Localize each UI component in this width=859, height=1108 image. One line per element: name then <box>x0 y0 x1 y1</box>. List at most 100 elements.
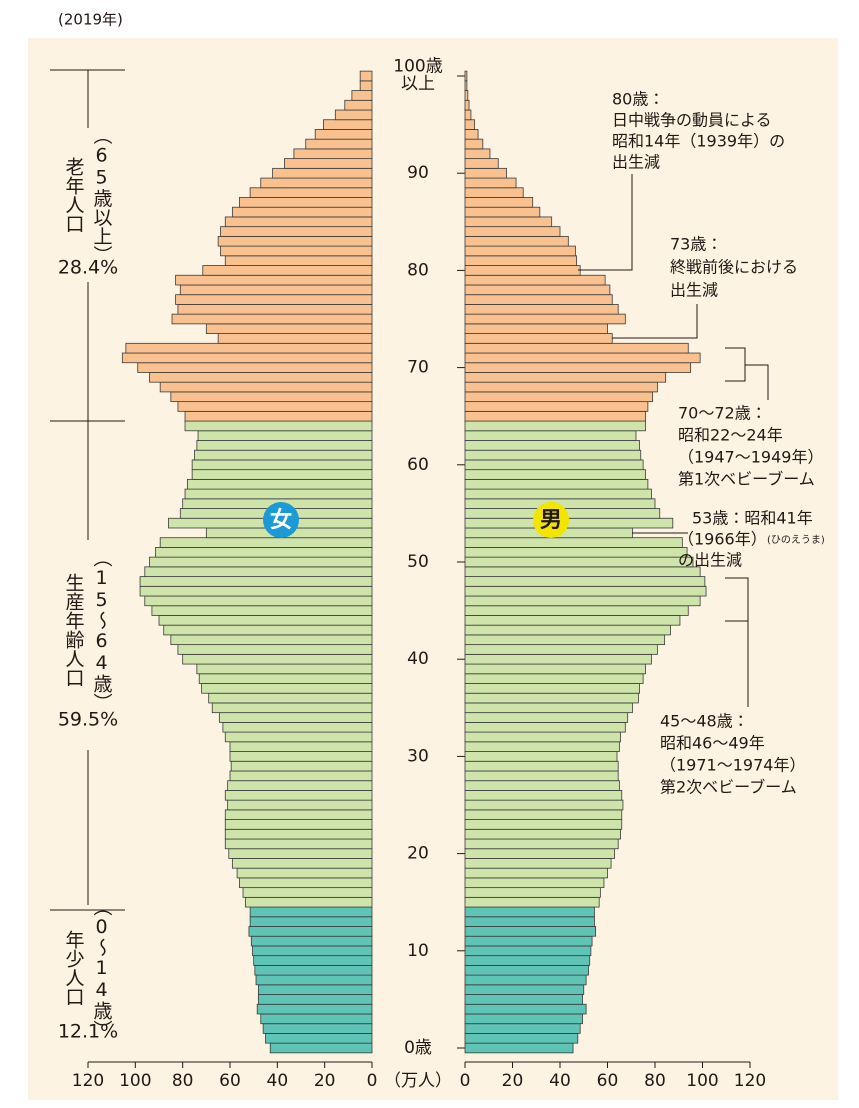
bar <box>464 265 581 276</box>
annotation-text: 出生減 <box>612 153 660 172</box>
bar <box>229 751 373 762</box>
bar <box>184 488 373 500</box>
bar <box>198 673 373 684</box>
bar <box>464 177 517 189</box>
bar <box>163 624 373 636</box>
bar <box>125 342 373 354</box>
bar <box>464 313 626 325</box>
bar <box>224 828 373 840</box>
group-name: 年少人口 <box>63 930 85 1006</box>
bar <box>464 663 646 675</box>
bar <box>177 304 373 315</box>
bar <box>265 1033 373 1044</box>
bar <box>351 90 373 101</box>
bar <box>464 304 619 315</box>
bar <box>159 537 373 548</box>
bar <box>242 887 373 898</box>
bar <box>217 235 373 247</box>
bar <box>464 955 591 966</box>
y-tick-label: 70 <box>407 358 429 378</box>
bar <box>236 867 373 879</box>
group-name: 生産年齢人口 <box>63 573 85 687</box>
annotation-text: 53歳：昭和41年 <box>692 509 813 528</box>
bar <box>220 226 373 237</box>
legend-label: 女 <box>270 507 292 533</box>
bar <box>191 469 373 480</box>
bar <box>175 274 373 286</box>
bar <box>224 731 373 743</box>
bar <box>201 683 373 694</box>
bar <box>464 547 688 558</box>
bar <box>464 556 694 568</box>
bar <box>464 585 707 597</box>
bar <box>464 410 646 422</box>
bar <box>224 838 373 850</box>
bar <box>248 926 373 937</box>
bar <box>464 206 541 218</box>
bar <box>464 226 561 237</box>
bar <box>464 469 646 480</box>
y-tick-label: 0歳 <box>404 1038 432 1058</box>
bar <box>464 615 681 626</box>
bar <box>191 459 373 471</box>
annotation-text: （1947〜1949年） <box>678 448 823 467</box>
bar <box>464 712 629 723</box>
annotation-text: （1971〜1974年） <box>660 756 805 775</box>
bar <box>464 848 616 859</box>
bar <box>323 119 373 130</box>
bar <box>464 362 692 373</box>
legend-badge <box>263 502 299 538</box>
annotation-text: 70〜72歳： <box>678 404 767 423</box>
bar <box>171 313 373 325</box>
annotation-text: 昭和22〜24年 <box>678 426 783 445</box>
bar <box>464 595 701 607</box>
bar <box>464 138 484 150</box>
y-tick-label: 50 <box>407 552 429 572</box>
bar <box>144 566 373 577</box>
bar <box>464 372 667 383</box>
x-tick-label: 0 <box>460 1071 471 1091</box>
bar <box>464 828 621 840</box>
bar <box>464 1033 579 1044</box>
group-range: （65歳以上） <box>91 126 113 265</box>
group-range: （15〜64歳） <box>91 548 113 712</box>
bar <box>464 440 640 451</box>
bar <box>196 440 373 451</box>
bar <box>464 187 524 198</box>
bar <box>464 459 644 471</box>
bar <box>464 158 499 169</box>
group-share: 59.5% <box>58 709 118 731</box>
group-range: （0〜14歳） <box>91 897 113 1039</box>
annotation-leader <box>578 174 633 271</box>
bar <box>159 381 373 393</box>
bar <box>144 595 373 607</box>
x-tick-label: 100 <box>119 1071 151 1091</box>
x-tick-label: 80 <box>172 1071 194 1091</box>
bar <box>464 488 652 500</box>
bar <box>464 90 469 101</box>
bar <box>464 99 470 111</box>
annotation-note: (ひのえうま) <box>767 534 825 546</box>
bar <box>272 167 373 179</box>
x-tick-label: 40 <box>549 1071 571 1091</box>
x-tick-label: 60 <box>597 1071 619 1091</box>
bar <box>464 449 642 461</box>
y-tick-label: 30 <box>407 746 429 766</box>
bar <box>182 653 373 665</box>
y-tick-label: 10 <box>407 941 429 961</box>
bar <box>464 80 468 91</box>
bar <box>149 556 373 568</box>
bar <box>314 129 373 140</box>
bar <box>227 799 373 811</box>
bar <box>464 197 534 208</box>
bar <box>464 780 620 791</box>
x-tick-label: 40 <box>267 1071 289 1091</box>
bar <box>177 644 373 655</box>
bar <box>202 265 373 276</box>
bar <box>464 576 706 587</box>
bar <box>229 741 373 752</box>
y-tick-label: 100歳以上 <box>393 56 442 94</box>
legend-label: 男 <box>540 508 562 533</box>
